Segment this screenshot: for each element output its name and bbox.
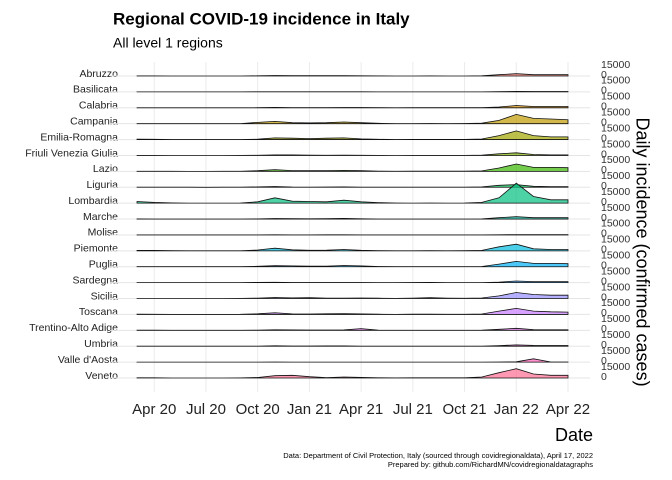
row-label: Emilia-Romagna (40, 131, 118, 143)
ridge-area (136, 358, 569, 363)
x-tick-label: Apr 20 (132, 401, 176, 418)
y2-tick-label: 0 (601, 196, 607, 208)
y2-tick-label: 15000 (601, 75, 630, 87)
y2-tick-label: 0 (601, 291, 607, 303)
row-label: Piemonte (74, 243, 119, 255)
ridge-area (136, 90, 569, 93)
row-label: Abruzzo (79, 68, 118, 80)
y2-tick-label: 15000 (601, 106, 630, 118)
y2-tick-label: 15000 (601, 345, 630, 357)
row-label: Campania (70, 115, 118, 127)
y2-tick-label: 0 (601, 275, 607, 287)
y2-tick-label: 15000 (601, 218, 630, 230)
ridge-area (136, 182, 569, 204)
y2-tick-label: 0 (601, 339, 607, 351)
row-label: Puglia (89, 259, 118, 271)
chart-title: Regional COVID-19 incidence in Italy (113, 9, 410, 28)
y2-axis-label: Daily incidence (confirmed cases) (632, 117, 652, 386)
ridge-area (136, 344, 569, 347)
x-tick-label: Jan 22 (494, 401, 539, 418)
y2-tick-label: 0 (601, 260, 607, 272)
y2-tick-label: 0 (601, 244, 607, 256)
y2-tick-label: 15000 (601, 250, 630, 262)
y2-tick-label: 15000 (601, 265, 630, 277)
row-label: Calabria (79, 100, 118, 112)
row-label: Liguria (86, 179, 118, 191)
y2-tick-label: 15000 (601, 202, 630, 214)
y2-tick-label: 0 (601, 148, 607, 160)
y2-tick-label: 15000 (601, 91, 630, 103)
row-label: Molise (88, 227, 119, 239)
row-label: Lazio (93, 163, 118, 175)
y2-tick-label: 0 (601, 116, 607, 128)
caption: Prepared by: github.com/RichardMN/covidr… (388, 460, 593, 469)
y2-tick-label: 0 (601, 164, 607, 176)
row-label: Veneto (85, 370, 118, 382)
ridge-area (136, 292, 569, 299)
x-tick-label: Apr 22 (546, 401, 590, 418)
y2-tick-label: 0 (601, 371, 607, 383)
y2-tick-label: 15000 (601, 138, 630, 150)
row-label: Toscana (79, 306, 118, 318)
y2-tick-label: 0 (601, 307, 607, 319)
row-label: Basilicata (73, 84, 118, 96)
y2-tick-label: 0 (601, 180, 607, 192)
y2-tick-label: 15000 (601, 59, 630, 71)
x-tick-label: Oct 21 (442, 401, 486, 418)
y2-tick-label: 15000 (601, 186, 630, 198)
ridge-area (136, 184, 569, 188)
y2-tick-label: 0 (601, 101, 607, 113)
y2-tick-label: 15000 (601, 281, 630, 293)
grid (153, 62, 569, 392)
y2-tick-label: 0 (601, 85, 607, 97)
row-label: Marche (83, 211, 118, 223)
y2-tick-label: 0 (601, 355, 607, 367)
ridge-area (136, 307, 569, 315)
ridge-area (136, 73, 569, 77)
row-label: Valle d'Aosta (58, 354, 118, 366)
y2-tick-label: 0 (601, 212, 607, 224)
chart-subtitle: All level 1 regions (113, 35, 223, 51)
row-label: Sicilia (91, 290, 119, 302)
y2-tick-label: 15000 (601, 329, 630, 341)
row-label: Trentino-Alto Adige (29, 322, 118, 334)
y2-tick-label: 15000 (601, 122, 630, 134)
row-label: Friuli Venezia Giulia (25, 147, 118, 159)
x-tick-label: Oct 20 (236, 401, 280, 418)
y2-tick-label: 0 (601, 69, 607, 81)
ridge-area (136, 113, 569, 125)
ridge-area (136, 105, 569, 109)
x-axis-label: Date (555, 425, 593, 445)
ridge-area (136, 260, 569, 268)
ridge-area (136, 216, 569, 220)
ridge-area (136, 152, 569, 156)
ridge-area (136, 327, 569, 331)
row-label: Sardegna (72, 274, 118, 286)
y2-tick-label: 15000 (601, 313, 630, 325)
y2-tick-label: 15000 (601, 170, 630, 182)
ridge-area (136, 368, 569, 379)
y2-tick-label: 15000 (601, 361, 630, 373)
x-tick-label: Jul 20 (186, 401, 226, 418)
x-tick-label: Jan 21 (287, 401, 332, 418)
x-tick-label: Jul 21 (393, 401, 433, 418)
y2-tick-label: 0 (601, 323, 607, 335)
row-label: Umbria (84, 338, 118, 350)
x-tick-label: Apr 21 (339, 401, 383, 418)
ridge-area (136, 163, 569, 172)
caption: Data: Department of Civil Protection, It… (283, 451, 593, 460)
y2-tick-label: 15000 (601, 297, 630, 309)
y2-tick-label: 15000 (601, 154, 630, 166)
ridge-area (136, 243, 569, 252)
ridge-area (136, 280, 569, 284)
ridge-area (136, 130, 569, 140)
y2-tick-label: 15000 (601, 234, 630, 246)
y2-tick-label: 0 (601, 228, 607, 240)
y2-tick-label: 0 (601, 132, 607, 144)
row-label: Lombardia (68, 195, 118, 207)
